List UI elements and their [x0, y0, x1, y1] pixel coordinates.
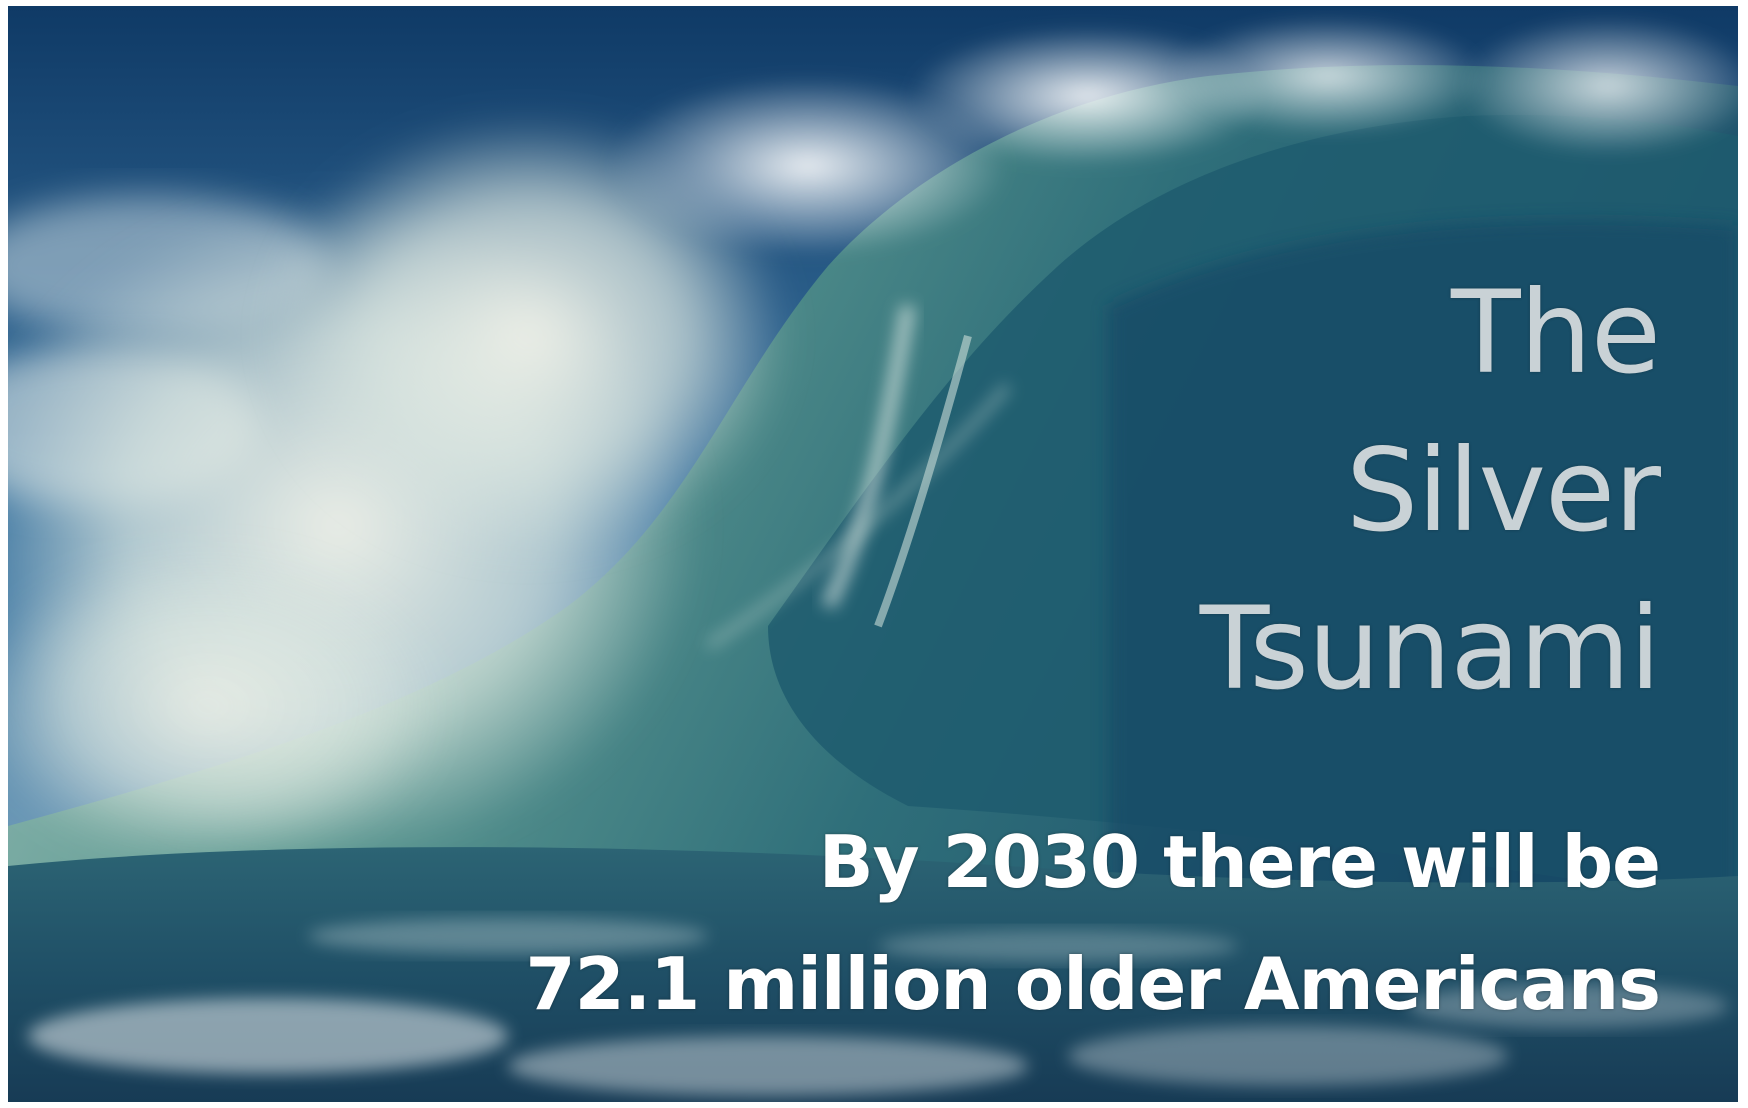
caption-line-1: By 2030 there will be — [818, 820, 1661, 904]
wave-illustration — [8, 6, 1738, 1102]
title-line-silver: Silver — [1345, 424, 1661, 557]
title-line-the: The — [1450, 266, 1661, 399]
slide-title: The Silver Tsunami — [1199, 254, 1661, 728]
caption-line-2: 72.1 million older Americans — [525, 942, 1661, 1026]
title-line-tsunami: Tsunami — [1199, 582, 1661, 715]
tsunami-photo: The Silver Tsunami By 2030 there will be… — [8, 6, 1738, 1102]
statistic-caption: By 2030 there will be 72.1 million older… — [525, 801, 1661, 1045]
